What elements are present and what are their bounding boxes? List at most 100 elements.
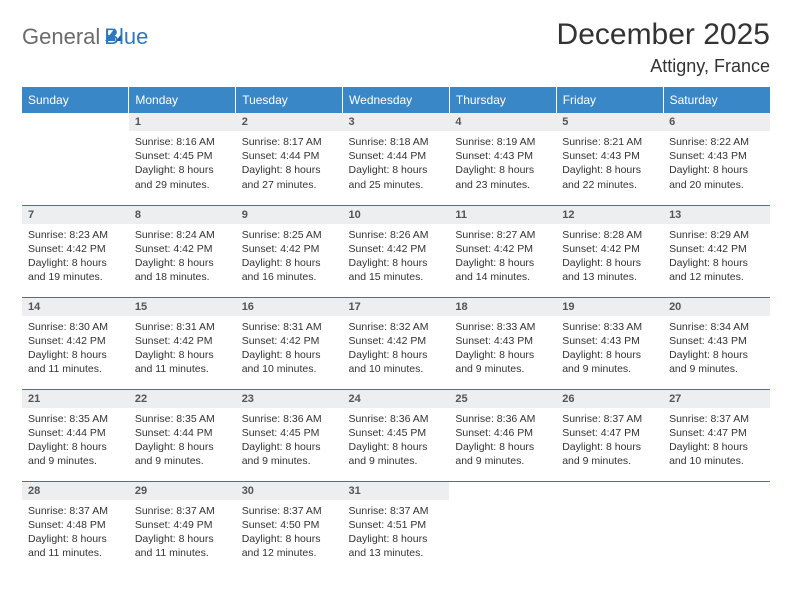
day-body: Sunrise: 8:37 AMSunset: 4:48 PMDaylight:… [22,500,129,567]
sunrise-line: Sunrise: 8:36 AM [455,412,550,426]
sunrise-line: Sunrise: 8:32 AM [349,320,444,334]
sunset-line: Sunset: 4:43 PM [669,334,764,348]
month-title: December 2025 [557,18,770,52]
calendar-week-row: 7Sunrise: 8:23 AMSunset: 4:42 PMDaylight… [22,205,770,297]
sunset-line: Sunset: 4:43 PM [455,334,550,348]
day-body: Sunrise: 8:35 AMSunset: 4:44 PMDaylight:… [22,408,129,475]
title-block: December 2025 Attigny, France [557,18,770,77]
day-body: Sunrise: 8:25 AMSunset: 4:42 PMDaylight:… [236,224,343,291]
day-number: 6 [663,113,770,131]
day-body: Sunrise: 8:32 AMSunset: 4:42 PMDaylight:… [343,316,450,383]
calendar-cell: 16Sunrise: 8:31 AMSunset: 4:42 PMDayligh… [236,297,343,389]
daylight-line: Daylight: 8 hours and 11 minutes. [135,532,230,560]
calendar-cell: 20Sunrise: 8:34 AMSunset: 4:43 PMDayligh… [663,297,770,389]
sunrise-line: Sunrise: 8:37 AM [349,504,444,518]
sunrise-line: Sunrise: 8:35 AM [135,412,230,426]
sunrise-line: Sunrise: 8:17 AM [242,135,337,149]
calendar-cell: 28Sunrise: 8:37 AMSunset: 4:48 PMDayligh… [22,481,129,573]
calendar-cell: 22Sunrise: 8:35 AMSunset: 4:44 PMDayligh… [129,389,236,481]
daylight-line: Daylight: 8 hours and 25 minutes. [349,163,444,191]
calendar-cell: 9Sunrise: 8:25 AMSunset: 4:42 PMDaylight… [236,205,343,297]
day-body: Sunrise: 8:37 AMSunset: 4:49 PMDaylight:… [129,500,236,567]
sunset-line: Sunset: 4:45 PM [349,426,444,440]
sunset-line: Sunset: 4:43 PM [562,149,657,163]
calendar-cell [449,481,556,573]
daylight-line: Daylight: 8 hours and 9 minutes. [135,440,230,468]
calendar-cell: 3Sunrise: 8:18 AMSunset: 4:44 PMDaylight… [343,113,450,205]
day-body: Sunrise: 8:33 AMSunset: 4:43 PMDaylight:… [449,316,556,383]
day-body: Sunrise: 8:17 AMSunset: 4:44 PMDaylight:… [236,131,343,198]
daylight-line: Daylight: 8 hours and 9 minutes. [455,348,550,376]
sunset-line: Sunset: 4:42 PM [28,242,123,256]
dayname-header: Tuesday [236,87,343,113]
calendar-cell: 18Sunrise: 8:33 AMSunset: 4:43 PMDayligh… [449,297,556,389]
calendar-cell: 15Sunrise: 8:31 AMSunset: 4:42 PMDayligh… [129,297,236,389]
day-body: Sunrise: 8:36 AMSunset: 4:45 PMDaylight:… [236,408,343,475]
day-body: Sunrise: 8:37 AMSunset: 4:47 PMDaylight:… [663,408,770,475]
calendar-cell: 10Sunrise: 8:26 AMSunset: 4:42 PMDayligh… [343,205,450,297]
daylight-line: Daylight: 8 hours and 13 minutes. [349,532,444,560]
calendar-week-row: 14Sunrise: 8:30 AMSunset: 4:42 PMDayligh… [22,297,770,389]
calendar-cell: 2Sunrise: 8:17 AMSunset: 4:44 PMDaylight… [236,113,343,205]
daylight-line: Daylight: 8 hours and 9 minutes. [242,440,337,468]
day-number: 4 [449,113,556,131]
day-body: Sunrise: 8:18 AMSunset: 4:44 PMDaylight:… [343,131,450,198]
calendar-body: 1Sunrise: 8:16 AMSunset: 4:45 PMDaylight… [22,113,770,573]
calendar-head: SundayMondayTuesdayWednesdayThursdayFrid… [22,87,770,113]
day-body: Sunrise: 8:28 AMSunset: 4:42 PMDaylight:… [556,224,663,291]
sunrise-line: Sunrise: 8:31 AM [135,320,230,334]
calendar-cell [556,481,663,573]
day-number: 16 [236,298,343,316]
day-body: Sunrise: 8:26 AMSunset: 4:42 PMDaylight:… [343,224,450,291]
sunset-line: Sunset: 4:44 PM [349,149,444,163]
sunrise-line: Sunrise: 8:16 AM [135,135,230,149]
dayname-header: Sunday [22,87,129,113]
day-number: 5 [556,113,663,131]
sunrise-line: Sunrise: 8:18 AM [349,135,444,149]
dayname-header: Wednesday [343,87,450,113]
day-body: Sunrise: 8:19 AMSunset: 4:43 PMDaylight:… [449,131,556,198]
calendar-cell: 11Sunrise: 8:27 AMSunset: 4:42 PMDayligh… [449,205,556,297]
daylight-line: Daylight: 8 hours and 9 minutes. [28,440,123,468]
sunrise-line: Sunrise: 8:27 AM [455,228,550,242]
sunrise-line: Sunrise: 8:35 AM [28,412,123,426]
sunset-line: Sunset: 4:42 PM [669,242,764,256]
daylight-line: Daylight: 8 hours and 10 minutes. [669,440,764,468]
sunset-line: Sunset: 4:45 PM [242,426,337,440]
logo-text-general: General [22,24,100,50]
sunset-line: Sunset: 4:43 PM [669,149,764,163]
sunrise-line: Sunrise: 8:37 AM [135,504,230,518]
daylight-line: Daylight: 8 hours and 27 minutes. [242,163,337,191]
day-number: 17 [343,298,450,316]
day-number: 24 [343,390,450,408]
daylight-line: Daylight: 8 hours and 14 minutes. [455,256,550,284]
location: Attigny, France [557,56,770,77]
logo-text-blue: Blue [104,24,148,50]
day-body: Sunrise: 8:21 AMSunset: 4:43 PMDaylight:… [556,131,663,198]
daylight-line: Daylight: 8 hours and 9 minutes. [349,440,444,468]
sunset-line: Sunset: 4:51 PM [349,518,444,532]
calendar-cell: 4Sunrise: 8:19 AMSunset: 4:43 PMDaylight… [449,113,556,205]
day-body: Sunrise: 8:36 AMSunset: 4:45 PMDaylight:… [343,408,450,475]
sunrise-line: Sunrise: 8:26 AM [349,228,444,242]
sunrise-line: Sunrise: 8:19 AM [455,135,550,149]
day-number: 15 [129,298,236,316]
sunrise-line: Sunrise: 8:33 AM [455,320,550,334]
sunset-line: Sunset: 4:42 PM [135,242,230,256]
day-number: 28 [22,482,129,500]
calendar-cell: 26Sunrise: 8:37 AMSunset: 4:47 PMDayligh… [556,389,663,481]
sunrise-line: Sunrise: 8:30 AM [28,320,123,334]
sunrise-line: Sunrise: 8:28 AM [562,228,657,242]
calendar-cell: 1Sunrise: 8:16 AMSunset: 4:45 PMDaylight… [129,113,236,205]
sunset-line: Sunset: 4:42 PM [349,334,444,348]
day-number: 8 [129,206,236,224]
sunrise-line: Sunrise: 8:36 AM [242,412,337,426]
day-body: Sunrise: 8:36 AMSunset: 4:46 PMDaylight:… [449,408,556,475]
sunset-line: Sunset: 4:45 PM [135,149,230,163]
daylight-line: Daylight: 8 hours and 11 minutes. [28,348,123,376]
day-number: 30 [236,482,343,500]
sunset-line: Sunset: 4:48 PM [28,518,123,532]
sunrise-line: Sunrise: 8:36 AM [349,412,444,426]
daylight-line: Daylight: 8 hours and 16 minutes. [242,256,337,284]
day-number: 22 [129,390,236,408]
